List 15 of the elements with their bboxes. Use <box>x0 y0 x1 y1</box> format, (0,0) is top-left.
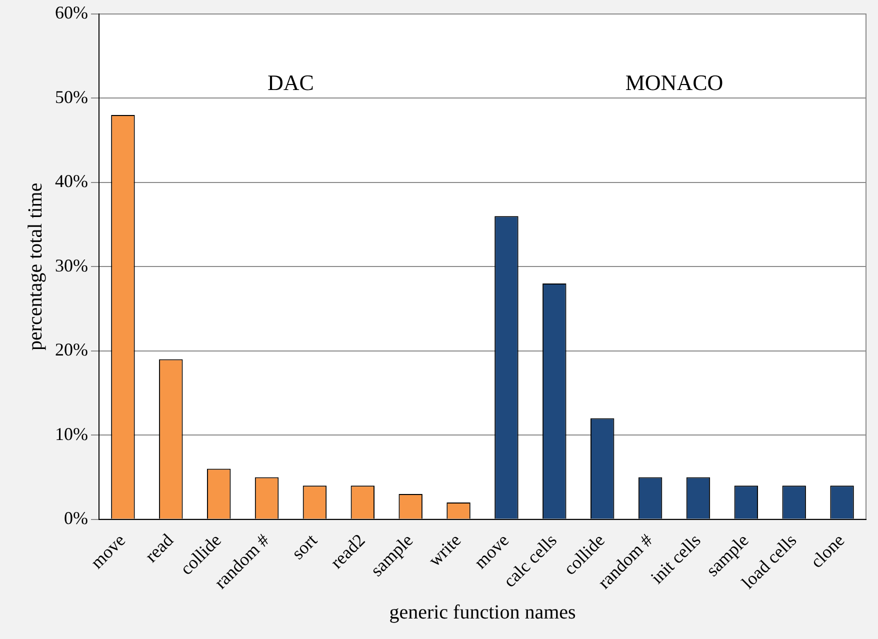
y-tick-label: 40% <box>54 171 88 192</box>
x-tick-label: clone <box>806 530 848 572</box>
x-axis-title: generic function names <box>389 601 576 624</box>
y-axis-title: percentage total time <box>24 182 46 350</box>
y-tick-label: 30% <box>54 255 88 276</box>
annotation: DAC <box>268 70 314 95</box>
y-tick-label: 50% <box>54 86 88 107</box>
annotation: MONACO <box>625 70 724 95</box>
y-tick-label: 0% <box>64 508 88 528</box>
x-tick-label: write <box>424 530 465 570</box>
x-tick-label: sort <box>288 530 321 564</box>
y-tick-label: 10% <box>54 424 88 444</box>
y-tick-label: 20% <box>54 340 88 360</box>
x-tick-label: read <box>141 530 178 566</box>
y-tick-label: 60% <box>54 2 88 23</box>
